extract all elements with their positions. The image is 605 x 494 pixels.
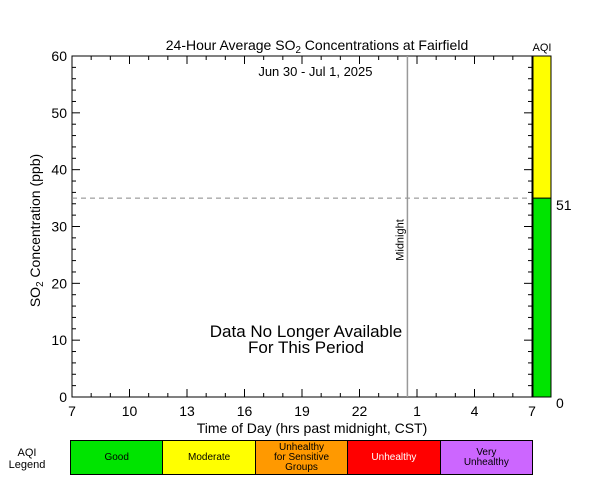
midnight-label: Midnight — [394, 219, 406, 261]
x-tick-label: 7 — [528, 403, 536, 419]
y-tick-label: 30 — [51, 219, 67, 235]
aqi-bar-segment — [532, 197, 552, 398]
aqi-bar-title: AQI — [533, 42, 552, 54]
x-tick-label: 1 — [413, 403, 421, 419]
y-axis-label: SO2 Concentration (ppb) — [27, 154, 46, 307]
aqi-bar-label: 51 — [556, 197, 572, 213]
x-tick-label: 13 — [179, 403, 195, 419]
y-tick-label: 0 — [59, 389, 67, 405]
aqi-legend-title: AQI Legend — [8, 447, 46, 471]
y-tick-label: 20 — [51, 275, 67, 291]
y-tick-label: 40 — [51, 162, 67, 178]
aqi-legend: Good Moderate Unhealthy for Sensitive Gr… — [70, 440, 533, 475]
aqi-legend-good: Good — [71, 441, 164, 474]
aqi-legend-moderate: Moderate — [163, 441, 256, 474]
no-data-message-line1: Data No Longer Available — [210, 322, 403, 341]
chart-title: 24-Hour Average SO2 Concentrations at Fa… — [166, 37, 468, 56]
x-tick-label: 22 — [352, 403, 368, 419]
y-tick-label: 60 — [51, 48, 67, 64]
y-tick-label: 50 — [51, 105, 67, 121]
so2-chart: 24-Hour Average SO2 Concentrations at Fa… — [27, 37, 572, 436]
x-tick-label: 4 — [471, 403, 479, 419]
chart-subtitle: Jun 30 - Jul 1, 2025 — [258, 64, 372, 79]
aqi-bar-label: 0 — [556, 395, 564, 411]
x-tick-label: 10 — [122, 403, 138, 419]
x-axis-label: Time of Day (hrs past midnight, CST) — [197, 420, 428, 436]
aqi-legend-unhealthy: Unhealthy — [348, 441, 441, 474]
y-tick-label: 10 — [51, 332, 67, 348]
aqi-legend-very-unhealthy: Very Unhealthy — [440, 441, 533, 474]
x-tick-label: 19 — [294, 403, 310, 419]
no-data-message-line2: For This Period — [248, 338, 364, 357]
x-tick-label: 16 — [237, 403, 253, 419]
aqi-bar-segment — [532, 55, 552, 199]
x-tick-label: 7 — [68, 403, 76, 419]
aqi-legend-usg: Unhealthy for Sensitive Groups — [255, 441, 349, 474]
